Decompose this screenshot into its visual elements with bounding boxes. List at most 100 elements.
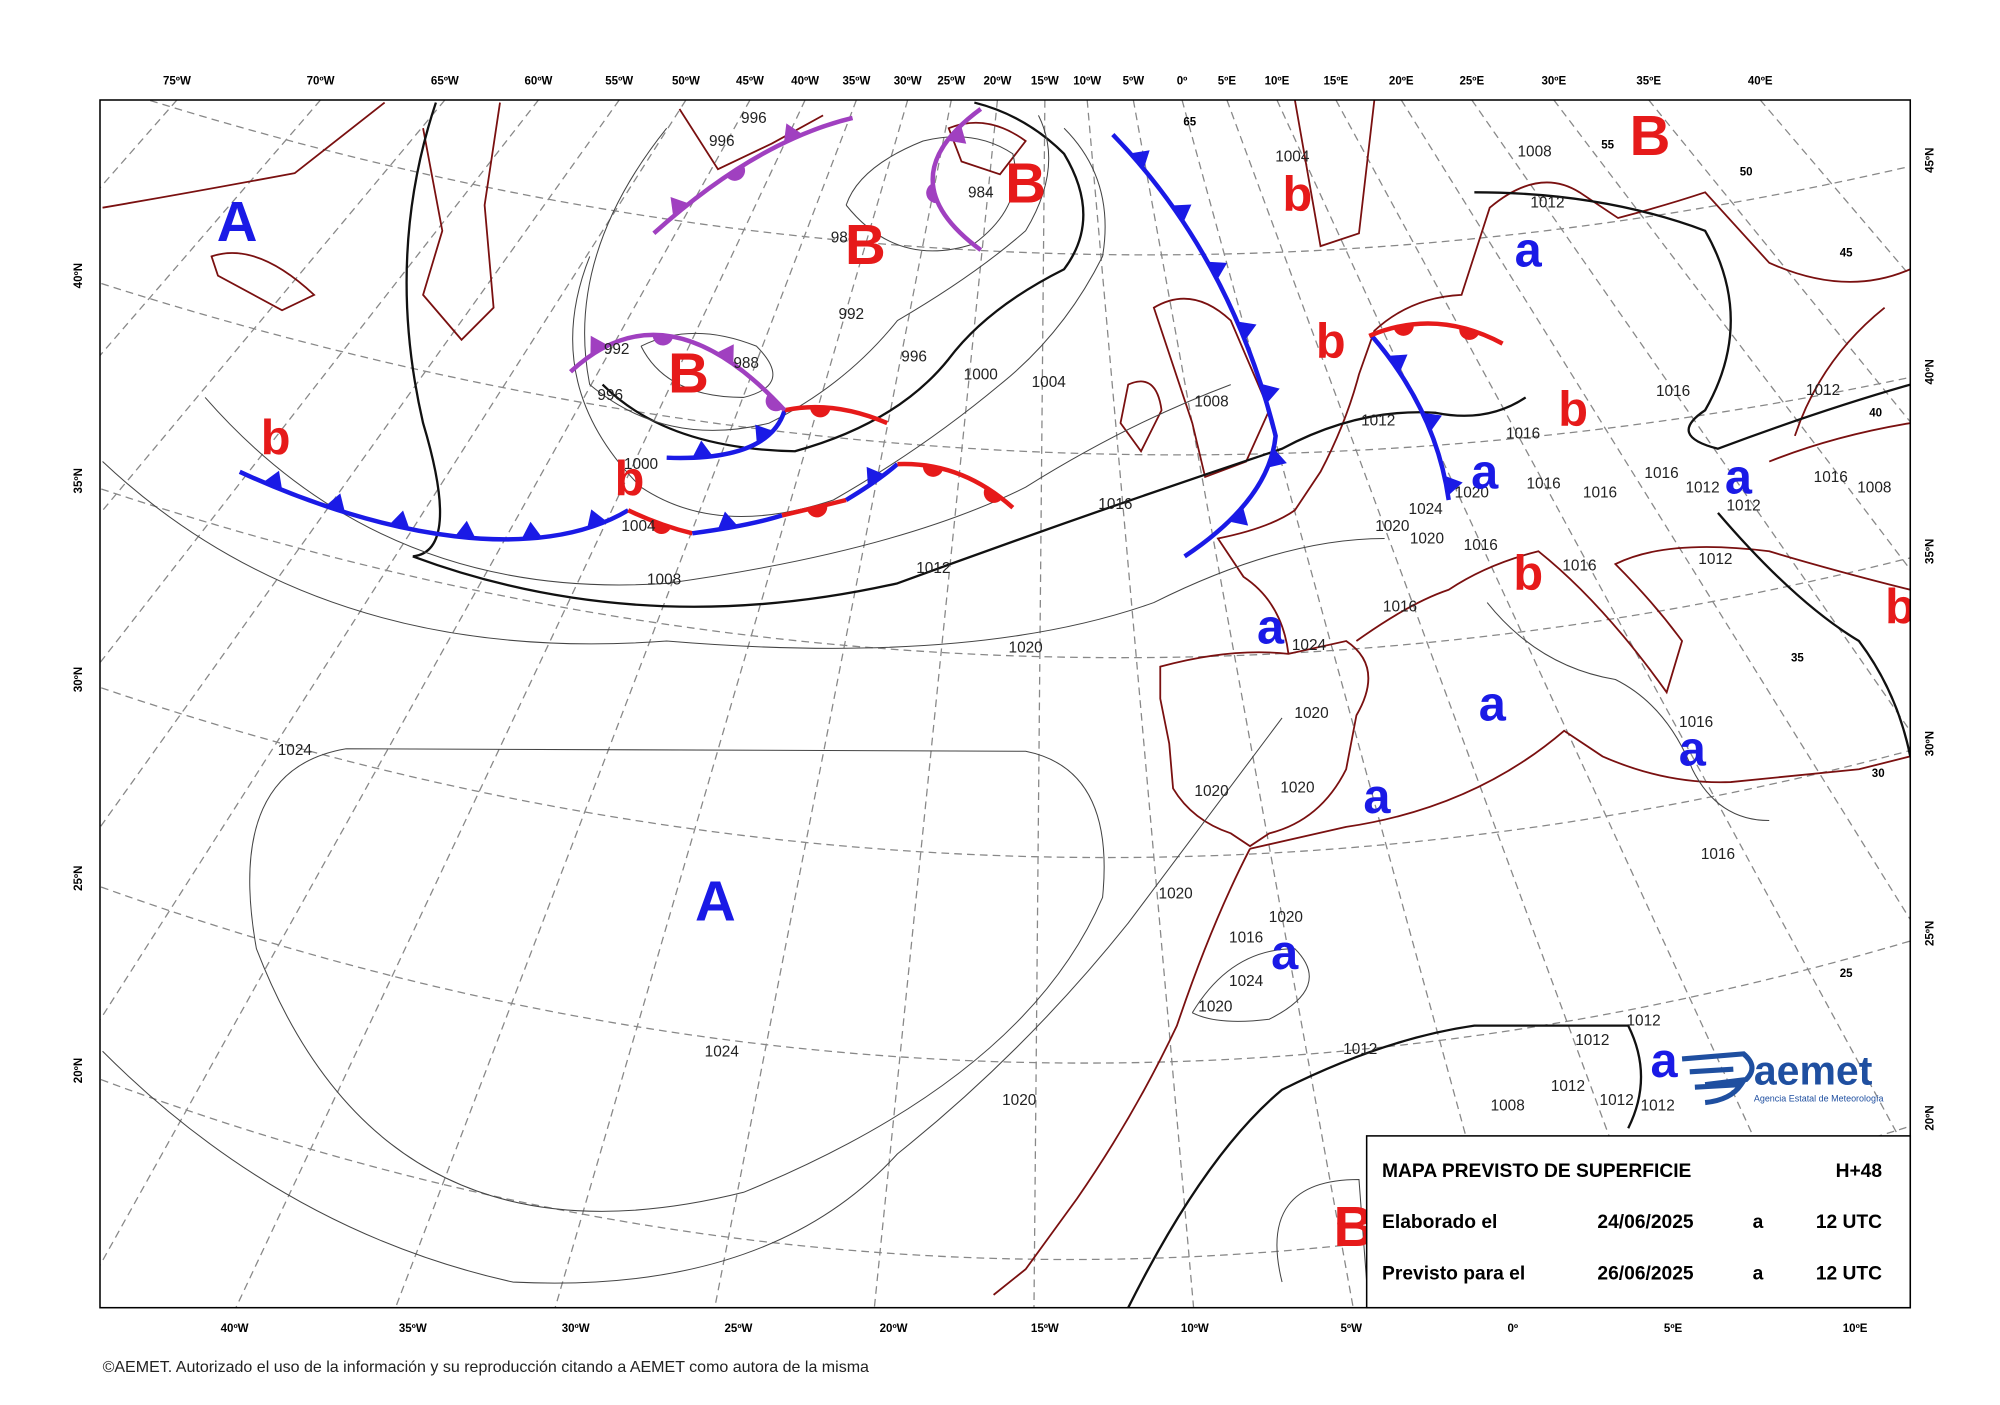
isobar-label: 1016 [1098,496,1132,513]
coastline [1768,422,1911,463]
graticule-label: 40 [1869,408,1882,420]
longitude-label: 35ºE [1636,76,1661,88]
longitude-label: 35ºW [399,1323,427,1335]
latitude-label: 40ºN [1924,359,1936,384]
isobar-label: 1020 [1002,1092,1036,1109]
isobar [1191,948,1310,1022]
meridian [1086,100,1195,1308]
meridian [1033,100,1046,1308]
isobar [640,332,774,398]
front-semicircle [1393,324,1414,336]
pressure-center: b [1283,167,1313,221]
front-semicircle [810,407,831,418]
pressure-center: a [1363,770,1391,824]
isobar-label: 1016 [1644,465,1678,482]
front-semicircle [983,487,1003,503]
pressure-center: a [1679,722,1707,776]
isobar [845,136,1016,252]
legend-sep: a [1753,1212,1764,1233]
longitude-label: 30ºE [1541,76,1566,88]
isobar [102,461,1385,649]
longitude-label: 40ºE [1748,76,1773,88]
longitude-label: 10ºW [1181,1323,1209,1335]
pressure-center: b [1513,547,1543,601]
front-triangle [866,466,885,487]
front-semicircle [1459,327,1480,340]
front-triangle [1422,412,1442,432]
coastline [1216,181,1911,654]
warm-front [1368,321,1504,346]
longitude-label: 60ºW [525,76,553,88]
isobar-label: 1020 [1009,640,1043,657]
isobar-label: 1020 [1375,518,1409,535]
coordinate-labels: 75ºW 70ºW 65ºW 60ºW 55ºW 50ºW 45ºW 40ºW 35ºW 30ºW… [73,76,1936,1335]
longitude-label: 75ºW [163,76,191,88]
meridian [873,100,999,1308]
pressure-center: b [1885,580,1915,634]
parallel [146,100,1911,256]
isobar [102,717,1283,1284]
coastline [1293,100,1376,248]
isobar-label: 1012 [1726,497,1760,514]
legend-date: 24/06/2025 [1597,1212,1693,1233]
logo-name: aemet [1754,1048,1873,1094]
front-triangle [521,521,543,539]
longitude-label: 5ºE [1218,76,1237,88]
front-triangle [670,197,690,217]
legend-date: 26/06/2025 [1597,1263,1693,1284]
meridian [1471,100,1911,733]
front-triangle [325,493,345,513]
isobar-label: 1012 [1626,1013,1660,1030]
longitude-label: 15ºE [1324,76,1349,88]
isobars [102,101,1911,1308]
legend-time: 12 UTC [1816,1212,1882,1233]
parallel [100,282,1911,456]
legend-label: Previsto para el [1382,1263,1525,1284]
isobar-labels: 65 55 50 45 40 35 30 25 996 996 984 988 992 996 1000 10… [278,110,1892,1114]
graticule-label: 55 [1601,140,1614,152]
cold-front [844,462,899,502]
front-triangle [716,344,734,365]
cold-front [666,409,787,461]
meridian [1335,100,1911,1160]
coastline [1159,640,1370,848]
longitude-label: 40ºW [791,76,819,88]
meridian [1648,100,1911,423]
graticule-label: 65 [1183,117,1196,129]
front-triangle [590,335,609,356]
isobar-label: 996 [597,387,623,404]
isobar-label: 1020 [1198,999,1232,1016]
latitude-label: 20ºN [73,1058,85,1083]
coastline [1119,380,1163,454]
pressure-center: B [845,213,886,276]
isobar-label: 1012 [1551,1078,1585,1095]
isobar [584,115,1050,431]
isobar-label: 1016 [1229,929,1263,946]
front-triangle [263,470,283,491]
latitude-label: 20ºN [1924,1105,1936,1130]
longitude-label: 5ºW [1123,76,1145,88]
lead-time: H+48 [1836,1161,1883,1182]
isobar-label: 984 [968,184,994,201]
latitude-label: 45ºN [1924,148,1936,173]
isobar-label: 1020 [1194,783,1228,800]
front-triangle [692,440,713,458]
isobar-label: 996 [901,349,927,366]
longitude-label: 5ºW [1341,1323,1363,1335]
front-semicircle [652,334,674,346]
pressure-center: b [1558,383,1588,437]
map-frame [99,99,1912,1309]
isobar-label: 1016 [1701,846,1735,863]
isobar-label: 988 [733,355,759,372]
coastline [993,848,1251,1296]
longitude-label: 30ºW [894,76,922,88]
isobar-label: 1016 [1383,599,1417,616]
front-triangle [717,511,738,530]
graticule-label: 45 [1840,247,1853,259]
longitude-label: 15ºW [1031,76,1059,88]
front-semicircle [922,465,944,477]
longitude-label: 55ºW [605,76,633,88]
meridian [100,100,620,829]
front-semicircle [726,165,746,181]
